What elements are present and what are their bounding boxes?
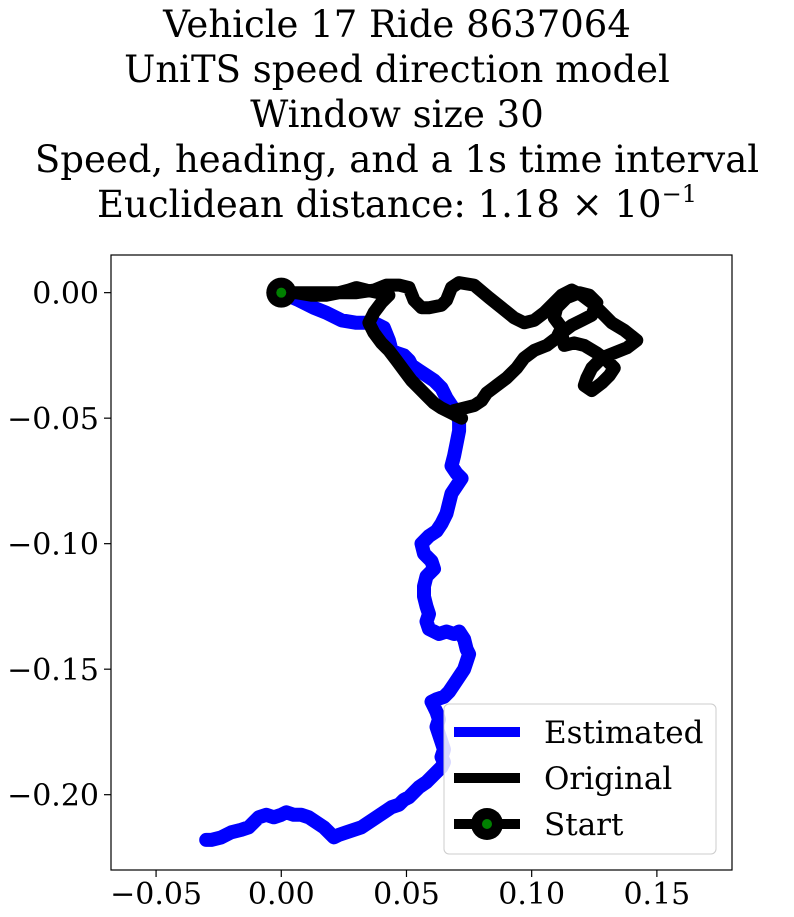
x-axis: −0.05 0.00 0.05 0.10 0.15	[110, 870, 690, 912]
x-tick-label: 0.15	[623, 877, 690, 912]
axes-frame	[110, 254, 733, 871]
legend-label-start: Start	[544, 807, 624, 843]
legend: Estimated Original Start	[443, 703, 717, 855]
distance-mantissa: 1.18	[477, 183, 560, 226]
x-tick-label: 0.05	[373, 877, 440, 912]
title-line-3: Window size 30	[250, 93, 544, 136]
legend-box	[443, 703, 717, 855]
legend-label-original: Original	[544, 761, 672, 797]
distance-prefix: Euclidean distance:	[97, 183, 478, 226]
series-line-estimated	[199, 285, 477, 847]
y-tick-label: −0.05	[7, 402, 99, 437]
title-line-4: Speed, heading, and a 1s time interval	[34, 138, 760, 181]
legend-label-estimated: Estimated	[544, 715, 703, 751]
x-tick-label: 0.10	[498, 877, 565, 912]
distance-exponent: −1	[661, 180, 697, 208]
start-marker-center	[276, 287, 287, 298]
title-line-2: UniTS speed direction model	[124, 48, 670, 91]
x-tick-label: −0.05	[110, 877, 202, 912]
series-layer	[199, 276, 644, 847]
title-line-1: Vehicle 17 Ride 8637064	[163, 3, 631, 46]
distance-base: 10	[614, 183, 662, 226]
y-axis: 0.00 −0.05 −0.10 −0.15 −0.20	[7, 277, 111, 814]
title-line-5: Euclidean distance: 1.18 × 10−1	[0, 182, 794, 227]
chart-title: Vehicle 17 Ride 8637064 UniTS speed dire…	[0, 2, 794, 227]
y-tick-label: −0.10	[7, 528, 99, 563]
y-tick-label: −0.15	[7, 653, 99, 688]
y-tick-label: −0.20	[7, 779, 99, 814]
y-tick-label: 0.00	[32, 277, 99, 312]
legend-start-marker-center	[482, 819, 492, 829]
x-tick-label: 0.00	[248, 877, 315, 912]
series-line-original	[274, 276, 644, 425]
distance-times: ×	[571, 183, 603, 226]
